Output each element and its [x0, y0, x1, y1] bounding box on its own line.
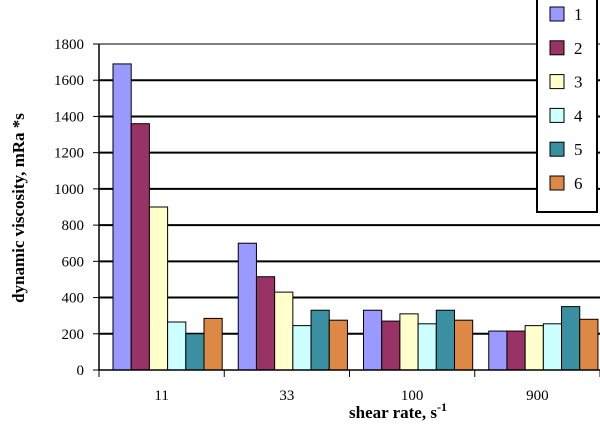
- legend-box: [536, 0, 598, 213]
- x-tick-labels: 11 33 100 900: [154, 388, 548, 404]
- bar-series-6-100: [454, 319, 474, 371]
- bar-series-1-11: [112, 63, 132, 371]
- bar-series-6-11: [203, 317, 223, 371]
- bar-series-4-33: [292, 325, 312, 371]
- y-tick-label: 1000: [54, 182, 84, 198]
- bar-series-1-100: [363, 309, 383, 371]
- legend: 1 2 3 4 5 6: [536, 0, 598, 213]
- legend-swatch-4: [549, 107, 565, 123]
- x-axis-title-superscript: -1: [437, 400, 447, 414]
- bar-series-5-11: [185, 333, 205, 371]
- y-tick-label: 0: [77, 363, 85, 379]
- legend-swatch-2: [549, 40, 565, 56]
- bar-series-4-11: [167, 321, 187, 371]
- bar-series-2-900: [506, 330, 526, 371]
- y-tick-label: 600: [62, 254, 85, 270]
- legend-swatch-1: [549, 6, 565, 22]
- y-tick-label: 800: [62, 218, 85, 234]
- bar-series-1-33: [237, 242, 257, 371]
- bar-series-3-100: [399, 313, 419, 371]
- bar-series-2-33: [255, 276, 276, 371]
- x-tick-label: 11: [154, 388, 168, 404]
- y-axis-title: dynamic viscosity, mRa *s: [9, 113, 28, 303]
- y-tick-label: 200: [62, 327, 85, 343]
- bar-series-2-11: [130, 123, 150, 371]
- bar-series-3-11: [148, 206, 169, 371]
- legend-label-4: 4: [574, 106, 583, 125]
- y-tick-label: 1400: [54, 109, 84, 125]
- y-tick-label: 400: [62, 291, 85, 307]
- bar-series-3-900: [524, 325, 544, 371]
- y-tick-label: 1600: [54, 73, 84, 89]
- legend-swatch-3: [549, 74, 565, 90]
- y-tick-label: 1800: [54, 37, 84, 53]
- bars: [112, 63, 599, 371]
- bar-series-3-33: [274, 291, 294, 371]
- bar-series-2-100: [381, 320, 401, 371]
- bar-series-5-900: [561, 306, 581, 371]
- legend-label-6: 6: [574, 174, 583, 193]
- legend-label-1: 1: [574, 5, 583, 24]
- legend-swatch-5: [549, 141, 565, 157]
- x-tick-label: 33: [279, 388, 294, 404]
- bar-series-6-900: [579, 318, 599, 371]
- legend-label-2: 2: [574, 39, 583, 58]
- x-axis-title-text: shear rate, s: [349, 403, 437, 422]
- x-tick-label: 100: [401, 388, 424, 404]
- y-tick-label: 1200: [54, 146, 84, 162]
- legend-label-3: 3: [574, 73, 583, 92]
- bar-series-6-33: [328, 319, 348, 371]
- x-tick-label: 900: [526, 388, 549, 404]
- bar-series-5-100: [435, 309, 455, 371]
- bar-series-1-900: [488, 330, 508, 371]
- bar-series-4-900: [542, 323, 563, 371]
- x-axis-title: shear rate, s-1: [349, 400, 447, 422]
- legend-swatch-6: [549, 175, 565, 191]
- bar-series-4-100: [417, 323, 437, 371]
- axes: [98, 44, 600, 377]
- legend-label-5: 5: [574, 140, 583, 159]
- y-tick-labels: 0 200 400 600 800 1000 1200 1400 1600 1800: [54, 37, 84, 379]
- bar-series-5-33: [310, 309, 330, 371]
